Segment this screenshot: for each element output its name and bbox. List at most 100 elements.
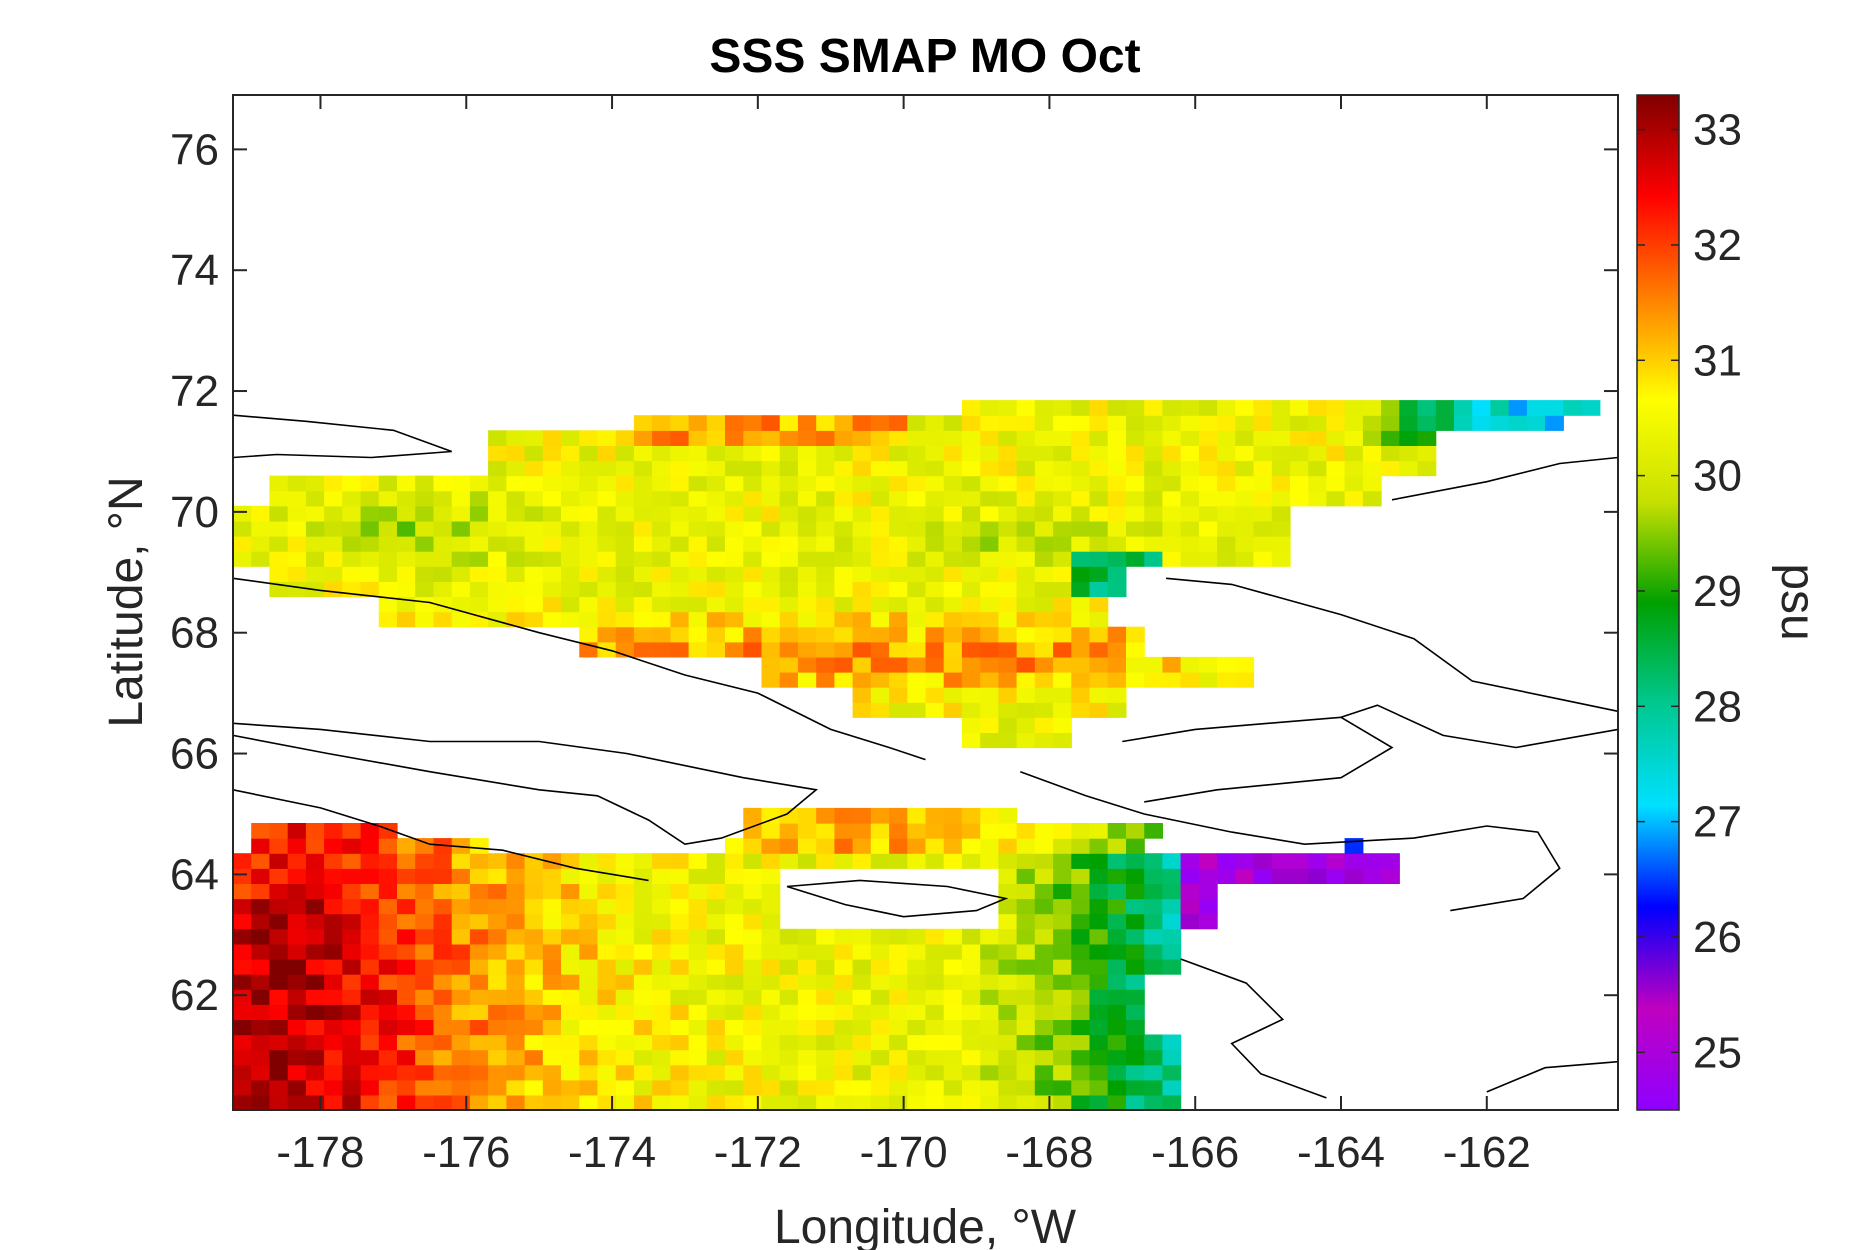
heatmap-cell — [688, 581, 708, 598]
heatmap-cell — [324, 928, 343, 945]
x-tick-label: -162 — [1443, 1128, 1531, 1177]
heatmap-cell — [652, 974, 671, 990]
heatmap-cell — [305, 1064, 325, 1081]
heatmap-cell — [597, 430, 617, 446]
heatmap-cell — [834, 838, 854, 854]
heatmap-cell — [652, 1079, 671, 1096]
heatmap-cell — [797, 1019, 817, 1036]
heatmap-cell — [524, 581, 544, 598]
heatmap-cell — [907, 989, 927, 1005]
heatmap-cell — [1180, 883, 1200, 900]
heatmap-cell — [451, 898, 471, 915]
heatmap-cell — [852, 1049, 872, 1066]
heatmap-cell — [542, 566, 562, 582]
heatmap-cell — [233, 974, 252, 990]
heatmap-cell — [816, 989, 835, 1005]
heatmap-cell — [743, 626, 763, 643]
heatmap-cell — [816, 656, 835, 673]
heatmap-cell — [1107, 520, 1127, 537]
heatmap-cell — [251, 1064, 270, 1081]
heatmap-cell — [925, 928, 945, 945]
heatmap-cell — [342, 566, 362, 582]
heatmap-cell — [743, 823, 763, 839]
heatmap-cell — [524, 445, 544, 462]
heatmap-cell — [1162, 1049, 1182, 1066]
heatmap-cell — [579, 1094, 599, 1111]
heatmap-cell — [397, 1094, 416, 1111]
heatmap-cell — [779, 536, 799, 552]
heatmap-cell — [1381, 853, 1400, 869]
heatmap-cell — [1417, 415, 1437, 431]
heatmap-cell — [615, 1004, 635, 1020]
heatmap-cell — [1071, 838, 1091, 854]
heatmap-cell — [1089, 641, 1109, 658]
heatmap-cell — [925, 687, 945, 703]
heatmap-cell — [1162, 445, 1182, 462]
heatmap-cell — [633, 490, 653, 507]
heatmap-cell — [1308, 430, 1327, 446]
heatmap-cell — [469, 1034, 489, 1051]
heatmap-cell — [633, 868, 653, 884]
heatmap-cell — [1253, 445, 1273, 462]
heatmap-cell — [834, 596, 854, 613]
heatmap-cell — [633, 415, 653, 431]
heatmap-cell — [652, 566, 671, 582]
heatmap-cell — [305, 974, 325, 990]
heatmap-cell — [524, 475, 544, 492]
heatmap-cell — [597, 581, 617, 598]
heatmap-cell — [233, 1064, 252, 1081]
heatmap-cell — [779, 460, 799, 477]
heatmap-cell — [397, 475, 416, 492]
heatmap-cell — [706, 1004, 726, 1020]
heatmap-cell — [688, 1004, 708, 1020]
heatmap-cell — [1253, 520, 1273, 537]
heatmap-cell — [1071, 687, 1091, 703]
heatmap-cell — [305, 898, 325, 915]
heatmap-cell — [907, 672, 927, 688]
heatmap-cell — [797, 1079, 817, 1096]
heatmap-cell — [961, 702, 981, 718]
heatmap-cell — [1053, 1034, 1072, 1051]
heatmap-cell — [633, 596, 653, 613]
heatmap-cell — [1107, 913, 1127, 930]
heatmap-cell — [1253, 490, 1273, 507]
heatmap-cell — [633, 943, 653, 960]
heatmap-cell — [652, 505, 671, 522]
heatmap-cell — [342, 913, 362, 930]
heatmap-cell — [397, 943, 416, 960]
heatmap-cell — [633, 1064, 653, 1081]
heatmap-cell — [797, 490, 817, 507]
heatmap-cell — [633, 1019, 653, 1036]
heatmap-cell — [269, 1004, 289, 1020]
heatmap-cell — [907, 1034, 927, 1051]
heatmap-cell — [943, 505, 963, 522]
heatmap-cell — [1326, 853, 1346, 869]
heatmap-cell — [1399, 400, 1419, 416]
heatmap-cell — [670, 1004, 690, 1020]
heatmap-cell — [652, 626, 671, 643]
heatmap-cell — [305, 823, 325, 839]
heatmap-cell — [961, 460, 981, 477]
heatmap-cell — [980, 415, 999, 431]
heatmap-cell — [524, 551, 544, 567]
heatmap-cell — [597, 1019, 617, 1036]
heatmap-cell — [1107, 974, 1127, 990]
heatmap-cell — [251, 551, 270, 567]
heatmap-cell — [743, 641, 763, 658]
heatmap-cell — [998, 626, 1018, 643]
heatmap-cell — [816, 520, 835, 537]
heatmap-cell — [433, 1019, 453, 1036]
heatmap-cell — [907, 1094, 927, 1111]
heatmap-cell — [834, 626, 854, 643]
heatmap-cell — [870, 943, 890, 960]
heatmap-cell — [305, 1004, 325, 1020]
heatmap-cell — [1053, 717, 1072, 733]
heatmap-cell — [251, 883, 270, 900]
heatmap-cell — [743, 430, 763, 446]
heatmap-cell — [725, 974, 744, 990]
heatmap-cell — [542, 505, 562, 522]
heatmap-cell — [1235, 430, 1255, 446]
heatmap-cell — [852, 702, 872, 718]
heatmap-cell — [542, 1049, 562, 1066]
heatmap-cell — [1089, 959, 1109, 975]
